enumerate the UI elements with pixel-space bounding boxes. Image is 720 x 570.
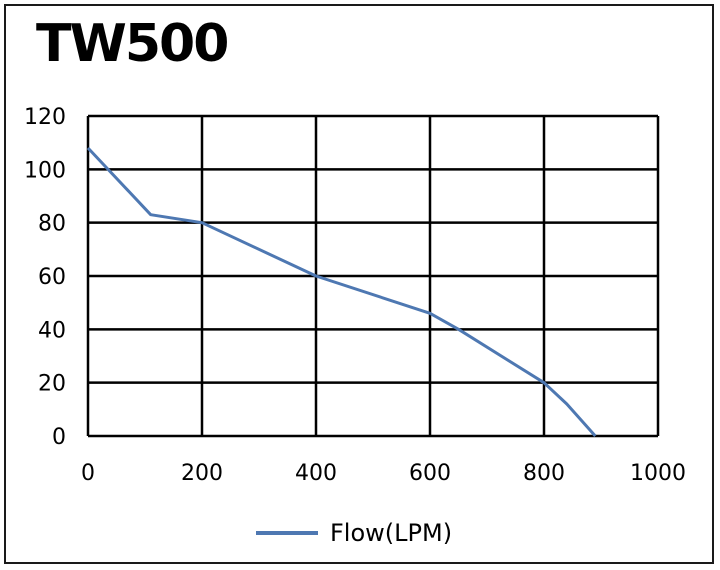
y-tick-label: 80 (38, 212, 66, 237)
chart-title: TW500 (36, 14, 229, 74)
x-tick-label: 600 (409, 461, 451, 486)
x-tick-label: 400 (295, 461, 337, 486)
x-tick-label: 800 (523, 461, 565, 486)
legend-label: Flow(LPM) (330, 519, 452, 547)
y-tick-label: 120 (24, 105, 66, 130)
x-tick-label: 200 (181, 461, 223, 486)
legend: Flow(LPM) (256, 519, 452, 547)
y-tick-label: 100 (24, 158, 66, 183)
x-tick-label: 0 (81, 461, 95, 486)
y-tick-label: 60 (38, 265, 66, 290)
y-axis-ticks: 0 20 40 60 80 100 120 (24, 105, 66, 450)
x-axis-ticks: 0 200 400 600 800 1000 (81, 461, 686, 486)
grid (86, 114, 660, 438)
x-tick-label: 1000 (630, 461, 686, 486)
y-tick-label: 20 (38, 372, 66, 397)
series-line (86, 146, 597, 437)
series-group (86, 146, 597, 437)
chart-frame (4, 4, 714, 564)
y-tick-label: 0 (52, 425, 66, 450)
y-tick-label: 40 (38, 318, 66, 343)
